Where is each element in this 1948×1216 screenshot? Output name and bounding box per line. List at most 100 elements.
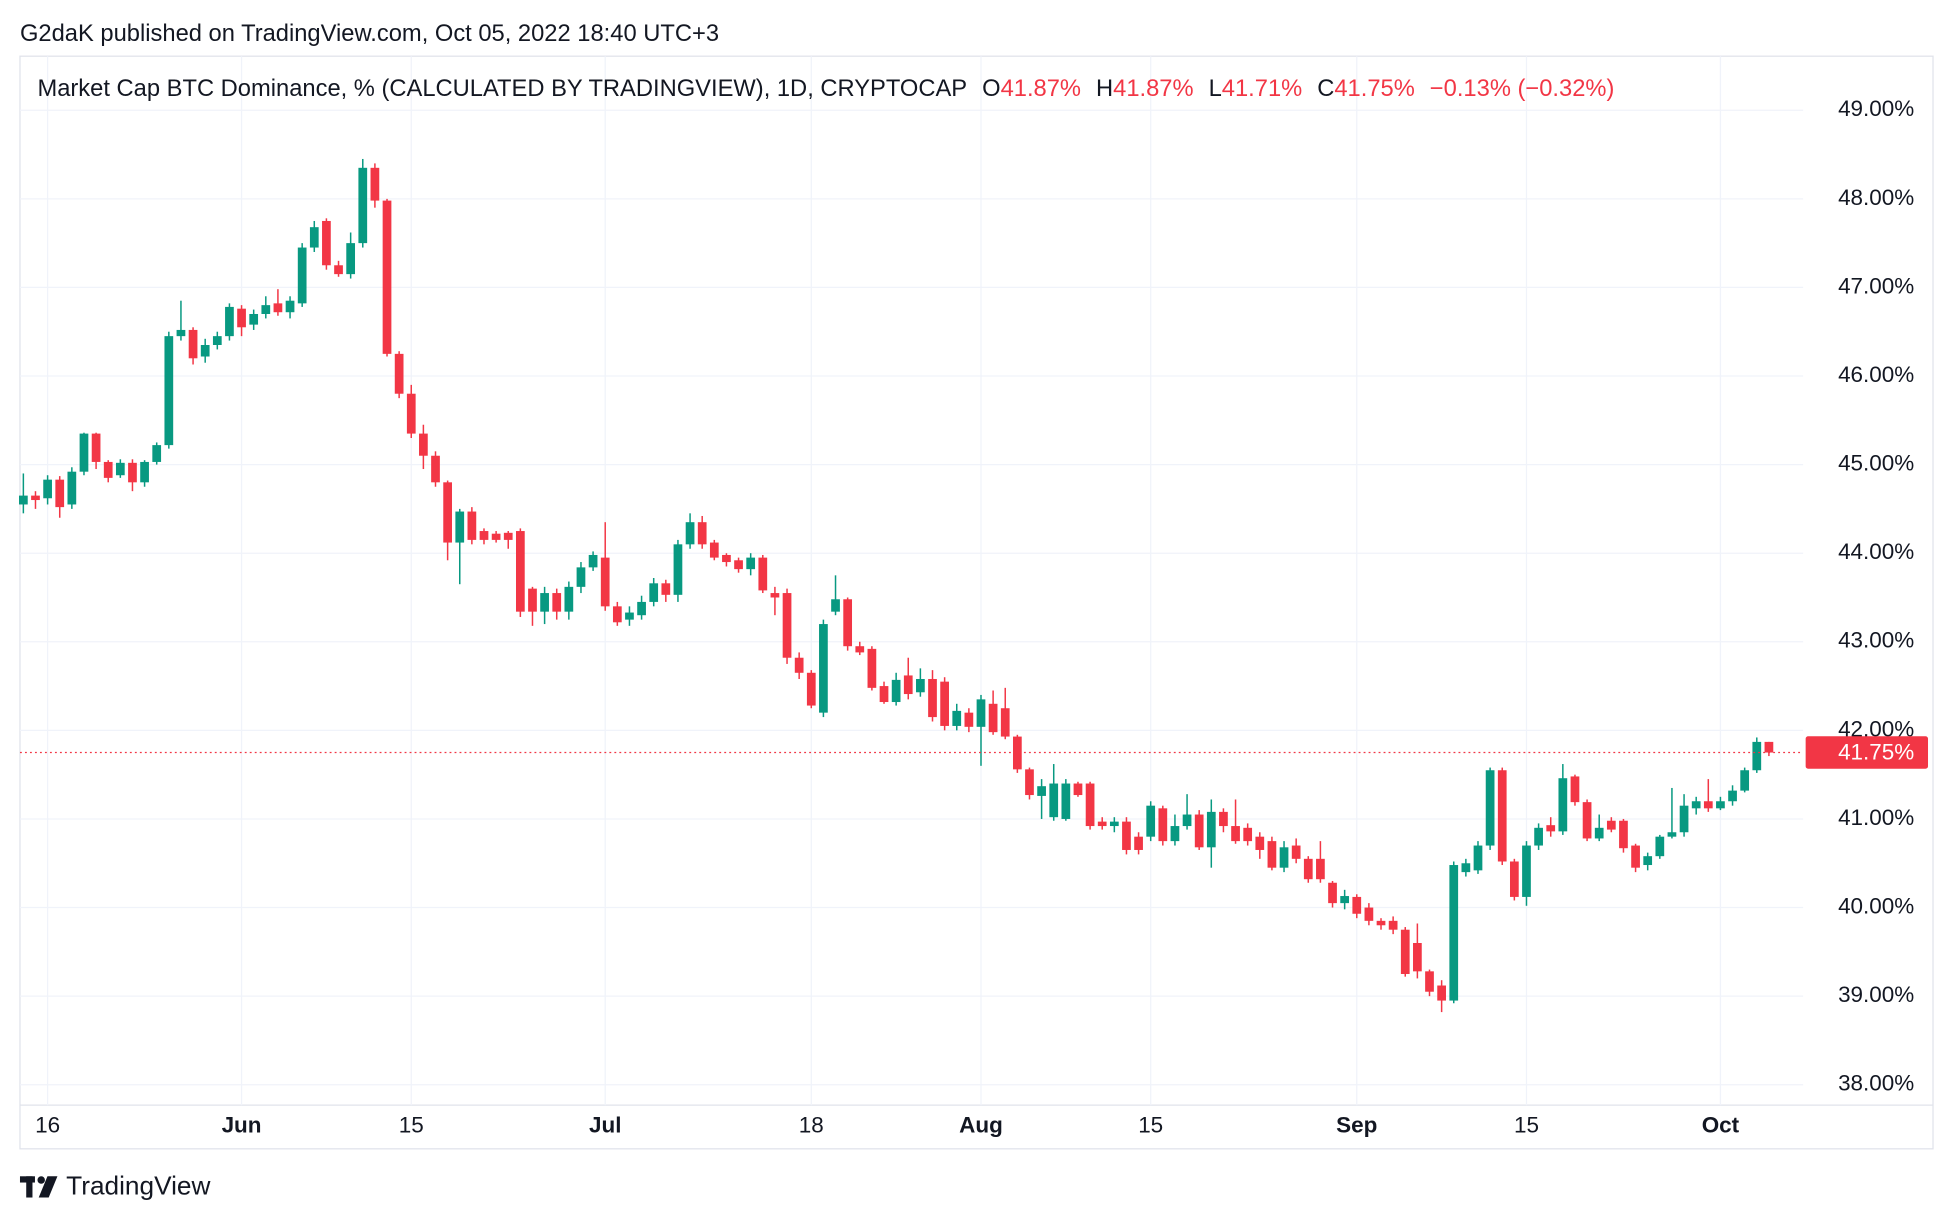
- candle-body: [1400, 929, 1410, 974]
- candle-body: [176, 329, 186, 337]
- candle-body: [1582, 802, 1592, 839]
- candle-body: [225, 306, 234, 337]
- candle-body: [358, 167, 368, 244]
- y-tick-label: 48.00%: [1838, 185, 1914, 210]
- candle-body: [152, 445, 162, 462]
- candle-body: [588, 554, 598, 568]
- candle-body: [843, 599, 853, 647]
- candle-body: [952, 710, 962, 726]
- x-tick-label: 18: [799, 1112, 824, 1137]
- candle-body: [1740, 770, 1750, 791]
- legend-value: 41.71%: [1222, 76, 1302, 102]
- candle-body: [1509, 861, 1519, 897]
- candle-body: [976, 699, 986, 727]
- candle-body: [782, 593, 792, 658]
- candle-body: [673, 544, 683, 595]
- candle-body: [1728, 790, 1737, 802]
- candle-body: [1316, 858, 1325, 880]
- candle-body: [491, 533, 501, 540]
- candle-body: [31, 495, 40, 501]
- grid: [19, 56, 1804, 1106]
- x-tick-label: 16: [35, 1112, 60, 1137]
- candle-body: [1182, 814, 1192, 827]
- last-price-tag: [1805, 736, 1929, 769]
- candle-body: [940, 681, 949, 726]
- candle-body: [1340, 896, 1350, 904]
- candle-body: [479, 531, 489, 540]
- candle-body: [1109, 821, 1119, 827]
- candle-body: [394, 353, 404, 394]
- candle-body: [1437, 985, 1446, 1001]
- candle-body: [249, 313, 259, 325]
- candle-body: [1049, 783, 1059, 818]
- candle-body: [867, 648, 877, 688]
- candle-body: [285, 300, 295, 313]
- candle-body: [831, 599, 840, 612]
- candle-body: [128, 462, 137, 483]
- candle-body: [1485, 770, 1495, 846]
- candle-body: [91, 433, 101, 462]
- candle-body: [1473, 845, 1483, 871]
- candle-body: [309, 227, 319, 248]
- candle-body: [1461, 863, 1471, 873]
- candle-body: [806, 672, 816, 706]
- candle-body: [1703, 801, 1713, 809]
- candle-body: [1449, 865, 1459, 1001]
- candle-body: [1243, 827, 1253, 842]
- candle-body: [879, 686, 889, 703]
- y-tick-label: 43.00%: [1838, 628, 1914, 653]
- candle-body: [18, 495, 28, 505]
- candle-body: [1122, 821, 1131, 850]
- candle-body: [1073, 783, 1083, 796]
- candle-body: [115, 462, 125, 476]
- candle-body: [1134, 836, 1143, 850]
- candle-body: [1655, 836, 1665, 857]
- candle-body: [1291, 845, 1301, 859]
- candle-body: [794, 657, 804, 673]
- candle-body: [419, 433, 428, 456]
- candles: [18, 158, 1804, 1013]
- candle-body: [261, 305, 271, 314]
- candle-body: [103, 461, 113, 478]
- candle-body: [1388, 920, 1398, 930]
- logo-part: [26, 1176, 33, 1198]
- candle-body: [964, 712, 974, 727]
- candle-body: [1206, 811, 1216, 848]
- candle-body: [346, 243, 356, 275]
- candle-body: [1328, 882, 1337, 904]
- candle-body: [322, 220, 331, 266]
- candle-body: [370, 167, 380, 201]
- candle-body: [1267, 841, 1277, 868]
- candle-body: [467, 511, 477, 540]
- candle-body: [1194, 814, 1204, 848]
- candle-body: [819, 624, 828, 713]
- candle-body: [1667, 832, 1677, 837]
- legend-value: 41.87%: [1001, 76, 1081, 102]
- candle-body: [928, 678, 937, 718]
- legend-symbol: Market Cap BTC Dominance, % (CALCULATED …: [37, 76, 967, 102]
- candle-body: [1279, 847, 1289, 868]
- candle-body: [1303, 858, 1313, 880]
- y-tick-label: 38.00%: [1838, 1071, 1914, 1096]
- candle-body: [406, 393, 416, 434]
- candle-body: [600, 557, 610, 607]
- legend-key: L: [1209, 76, 1222, 102]
- candle-body: [1558, 778, 1568, 832]
- legend-value: 41.75%: [1334, 76, 1414, 102]
- candle-body: [43, 479, 52, 499]
- candle-body: [1255, 836, 1265, 850]
- x-tick-label: Jul: [589, 1112, 621, 1137]
- candle-body: [612, 606, 622, 623]
- candle-body: [540, 593, 549, 612]
- candle-body: [1012, 736, 1022, 770]
- x-tick-label: Jun: [222, 1112, 262, 1137]
- candle-body: [55, 479, 65, 508]
- legend-value: 41.87%: [1113, 76, 1193, 102]
- candle-body: [1764, 741, 1774, 753]
- candle-body: [1643, 856, 1653, 866]
- candle-body: [855, 646, 865, 653]
- candle-body: [140, 461, 149, 483]
- candle-body: [200, 345, 210, 357]
- candle-body: [515, 531, 525, 612]
